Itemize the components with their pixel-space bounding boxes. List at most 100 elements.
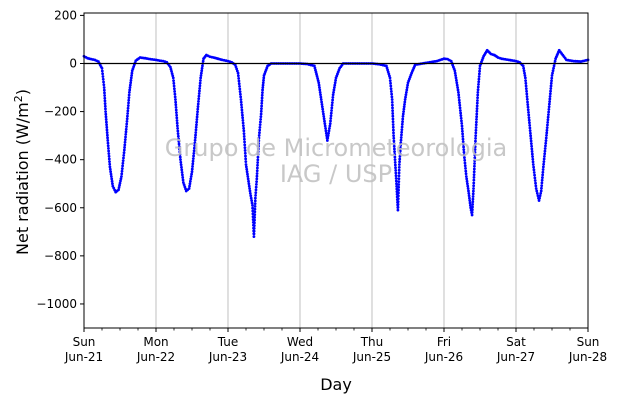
data-point-324 <box>252 235 256 239</box>
data-point-86 <box>124 127 128 131</box>
data-point-271 <box>239 95 243 99</box>
data-point-306 <box>248 187 252 190</box>
data-point-80 <box>123 143 127 147</box>
x-tick-date-6: Jun-27 <box>496 350 535 364</box>
data-point-546 <box>394 171 398 175</box>
data-point-443 <box>324 127 327 130</box>
data-point-188 <box>188 182 192 186</box>
data-point-219 <box>196 102 200 106</box>
data-point-37 <box>105 133 109 137</box>
data-point-868 <box>546 123 549 127</box>
data-point-519 <box>390 98 394 101</box>
data-point-12 <box>100 66 104 70</box>
data-point-661 <box>459 114 463 118</box>
data-point-206 <box>193 136 197 140</box>
data-point-335 <box>253 205 257 208</box>
data-point-533 <box>392 136 396 140</box>
data-point-649 <box>455 83 459 87</box>
data-point-288 <box>243 140 246 144</box>
data-point-228 <box>199 79 202 82</box>
data-point-676 <box>462 153 466 157</box>
data-point-15 <box>101 75 105 78</box>
data-point-168 <box>178 150 182 154</box>
data-point-155 <box>175 116 179 120</box>
x-tick-day-7: Sun <box>577 335 600 349</box>
data-point-525 <box>391 114 395 118</box>
data-point-150 <box>174 103 178 107</box>
data-point-457 <box>329 116 333 120</box>
data-point-695 <box>468 201 472 205</box>
data-point-570 <box>397 180 401 184</box>
data-point-727 <box>474 139 477 143</box>
data-point-300 <box>246 172 249 176</box>
data-point-223 <box>197 92 201 95</box>
data-point-693 <box>468 196 471 200</box>
data-point-72 <box>121 164 124 168</box>
data-point-703 <box>471 205 474 209</box>
data-point-729 <box>474 134 478 138</box>
x-tick-date-4: Jun-25 <box>352 350 391 364</box>
data-point-849 <box>541 173 545 177</box>
data-point-20 <box>102 88 106 92</box>
data-point-152 <box>174 108 178 112</box>
data-point-807 <box>527 116 531 119</box>
data-point-51 <box>109 170 113 174</box>
data-point-337 <box>253 199 257 203</box>
data-point-544 <box>394 166 397 170</box>
data-point-877 <box>548 100 551 103</box>
data-point-285 <box>242 132 246 136</box>
data-point-736 <box>475 115 479 119</box>
data-point-135 <box>169 65 172 69</box>
data-point-372 <box>260 104 263 108</box>
data-point-426 <box>318 86 321 89</box>
data-point-532 <box>392 134 395 138</box>
data-point-827 <box>532 168 536 172</box>
data-point-796 <box>524 87 528 91</box>
data-point-62 <box>117 188 120 192</box>
data-point-542 <box>393 160 397 164</box>
data-point-576 <box>397 163 401 166</box>
data-point-31 <box>104 118 108 121</box>
data-point-708 <box>471 192 475 196</box>
data-point-650 <box>456 86 459 89</box>
data-point-424 <box>317 81 321 85</box>
data-point-691 <box>467 191 471 195</box>
data-point-528 <box>391 123 395 126</box>
data-point-103 <box>128 83 132 87</box>
x-tick-day-1: Mon <box>143 335 168 349</box>
data-point-651 <box>456 88 460 92</box>
x-tick-day-5: Fri <box>437 335 451 349</box>
data-point-664 <box>460 122 464 125</box>
data-point-663 <box>460 119 463 123</box>
data-point-839 <box>537 199 541 202</box>
data-point-864 <box>545 134 548 137</box>
data-point-205 <box>193 138 197 142</box>
data-point-435 <box>321 107 325 111</box>
data-point-580 <box>398 152 402 156</box>
data-point-371 <box>260 107 263 111</box>
data-point-753 <box>478 69 481 73</box>
data-point-153 <box>175 111 178 115</box>
data-point-304 <box>247 182 251 186</box>
data-point-735 <box>475 118 478 121</box>
data-point-76 <box>122 153 126 157</box>
data-point-458 <box>329 114 333 118</box>
data-point-277 <box>240 111 244 114</box>
data-point-674 <box>462 148 466 152</box>
data-point-535 <box>392 142 396 146</box>
data-point-740 <box>475 104 479 108</box>
data-point-75 <box>122 156 125 160</box>
data-point-817 <box>529 142 533 146</box>
data-point-686 <box>465 179 469 183</box>
data-point-511 <box>388 76 392 80</box>
data-point-166 <box>177 145 181 149</box>
data-point-692 <box>467 194 471 198</box>
data-point-148 <box>174 98 177 101</box>
data-point-328 <box>252 224 256 228</box>
data-point-30 <box>104 115 108 119</box>
data-point-358 <box>257 142 261 145</box>
data-point-471 <box>333 81 337 85</box>
data-point-858 <box>543 149 547 153</box>
y-tick-label-0: 200 <box>54 8 77 22</box>
data-point-233 <box>200 66 204 70</box>
